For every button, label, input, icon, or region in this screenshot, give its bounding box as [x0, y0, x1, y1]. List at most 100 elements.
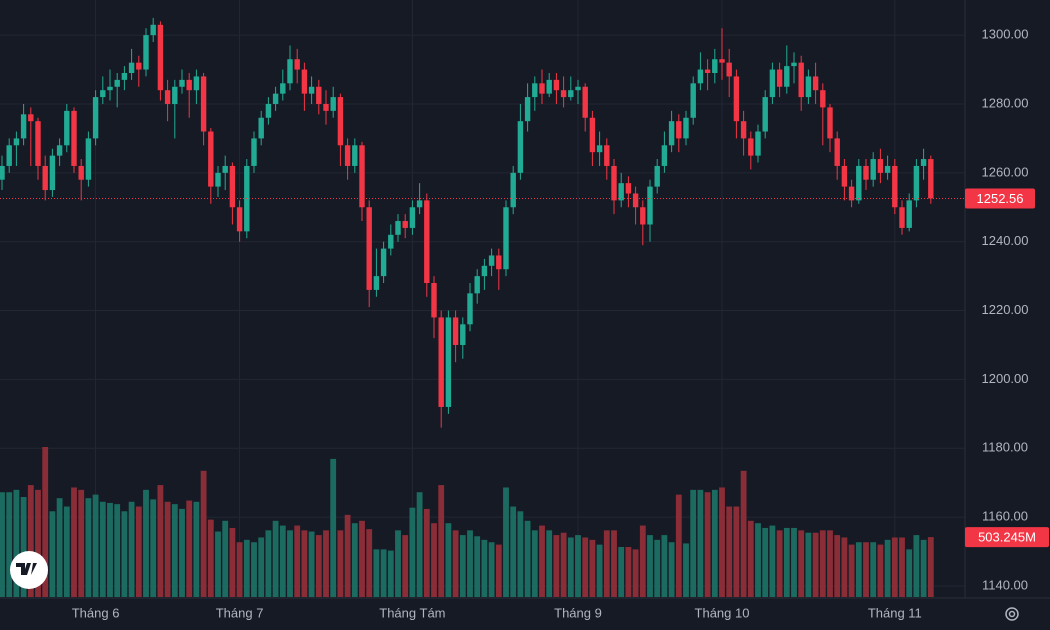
candle-body — [35, 121, 41, 166]
candle-body — [661, 145, 668, 166]
volume-bar — [49, 511, 56, 597]
candle-body — [517, 121, 524, 173]
candle-body — [388, 234, 394, 249]
volume-bar — [387, 550, 394, 597]
volume-bar — [56, 498, 63, 597]
candle-body — [726, 62, 732, 77]
candle-body — [676, 121, 682, 139]
volume-bar — [711, 489, 718, 597]
volume-bar — [611, 530, 617, 597]
volume-bar — [647, 535, 653, 597]
volume-bar — [567, 537, 574, 597]
volume-bar — [359, 520, 365, 597]
volume-bar — [654, 539, 661, 597]
candle-body — [740, 121, 747, 139]
candle-body — [186, 79, 192, 91]
candle-body — [164, 90, 171, 104]
volume-bar — [683, 543, 689, 597]
candle-body — [496, 255, 502, 270]
candle-body — [114, 79, 120, 87]
volume-bar — [409, 507, 416, 597]
candle-body — [805, 76, 812, 98]
candle-body — [589, 117, 596, 153]
volume-bar — [546, 530, 553, 597]
candle-body — [712, 59, 718, 73]
volume-bar — [63, 506, 70, 597]
candle-body — [568, 90, 574, 98]
volume-bar — [819, 530, 826, 597]
volume-bar — [308, 531, 315, 597]
candle-body — [431, 283, 437, 318]
volume-bar — [726, 506, 733, 597]
candle-body — [877, 159, 884, 173]
volume-bar — [776, 530, 783, 597]
volume-bar — [575, 535, 581, 597]
candle-body — [78, 165, 84, 180]
candle-body — [136, 62, 142, 70]
candle-body — [575, 86, 581, 91]
volume-bar — [251, 542, 257, 597]
candle-body — [704, 69, 711, 73]
volume-bar — [495, 544, 502, 597]
y-tick-label: 1280.00 — [982, 95, 1029, 110]
candle-body — [222, 165, 228, 173]
candle-body — [481, 265, 488, 277]
candle-body — [791, 62, 797, 67]
volume-bar — [553, 535, 560, 597]
y-tick-label: 1180.00 — [982, 440, 1028, 455]
volume-bar — [668, 542, 675, 597]
volume-bar — [834, 535, 841, 597]
volume-bar — [719, 487, 725, 597]
y-tick-label: 1140.00 — [982, 577, 1028, 592]
candle-body — [604, 145, 610, 166]
candle-body — [640, 207, 646, 225]
volume-bar — [791, 527, 797, 597]
candle-body — [532, 83, 538, 98]
candle-body — [6, 145, 12, 166]
candle-body — [488, 255, 495, 266]
candle-body — [733, 76, 740, 122]
candle-body — [510, 172, 516, 208]
volume-bar — [539, 525, 545, 597]
settings-icon[interactable] — [1005, 607, 1019, 621]
y-tick-label: 1220.00 — [982, 302, 1029, 317]
volume-bar — [107, 502, 113, 597]
volume-bar — [150, 499, 157, 597]
volume-bar — [229, 527, 236, 597]
volume-bar — [863, 542, 869, 597]
candle-body — [208, 131, 214, 187]
volume-bar — [416, 492, 423, 597]
candle-body — [748, 138, 754, 156]
volume-bar — [330, 458, 337, 597]
candle-body — [582, 86, 588, 118]
candle-body — [467, 293, 473, 325]
candle-body — [366, 207, 372, 290]
candle-body — [524, 97, 531, 122]
candle-body — [820, 90, 826, 108]
volume-bar — [42, 447, 49, 597]
candle-body — [128, 62, 135, 73]
candle-body — [445, 317, 452, 407]
candle-body — [755, 131, 761, 156]
candle-body — [769, 69, 776, 98]
x-tick-label: Tháng 9 — [554, 605, 602, 620]
candle-body — [157, 24, 164, 91]
candle-body — [85, 138, 92, 180]
candle-body — [308, 86, 315, 94]
volume-bar — [812, 532, 819, 597]
candle-body — [546, 79, 552, 94]
volume-bar — [27, 485, 34, 597]
candle-body — [92, 97, 99, 139]
tv-logo[interactable] — [10, 551, 48, 589]
candle-body — [193, 76, 200, 91]
volume-bar — [13, 489, 20, 597]
candle-body — [856, 165, 862, 201]
volume-bar — [373, 549, 380, 597]
candle-body — [553, 79, 560, 91]
plot — [0, 0, 965, 598]
candle-body — [539, 83, 545, 94]
volume-bar — [603, 530, 610, 597]
volume-bar — [337, 530, 344, 597]
volume-bar — [452, 530, 459, 597]
volume-bar — [474, 536, 481, 597]
